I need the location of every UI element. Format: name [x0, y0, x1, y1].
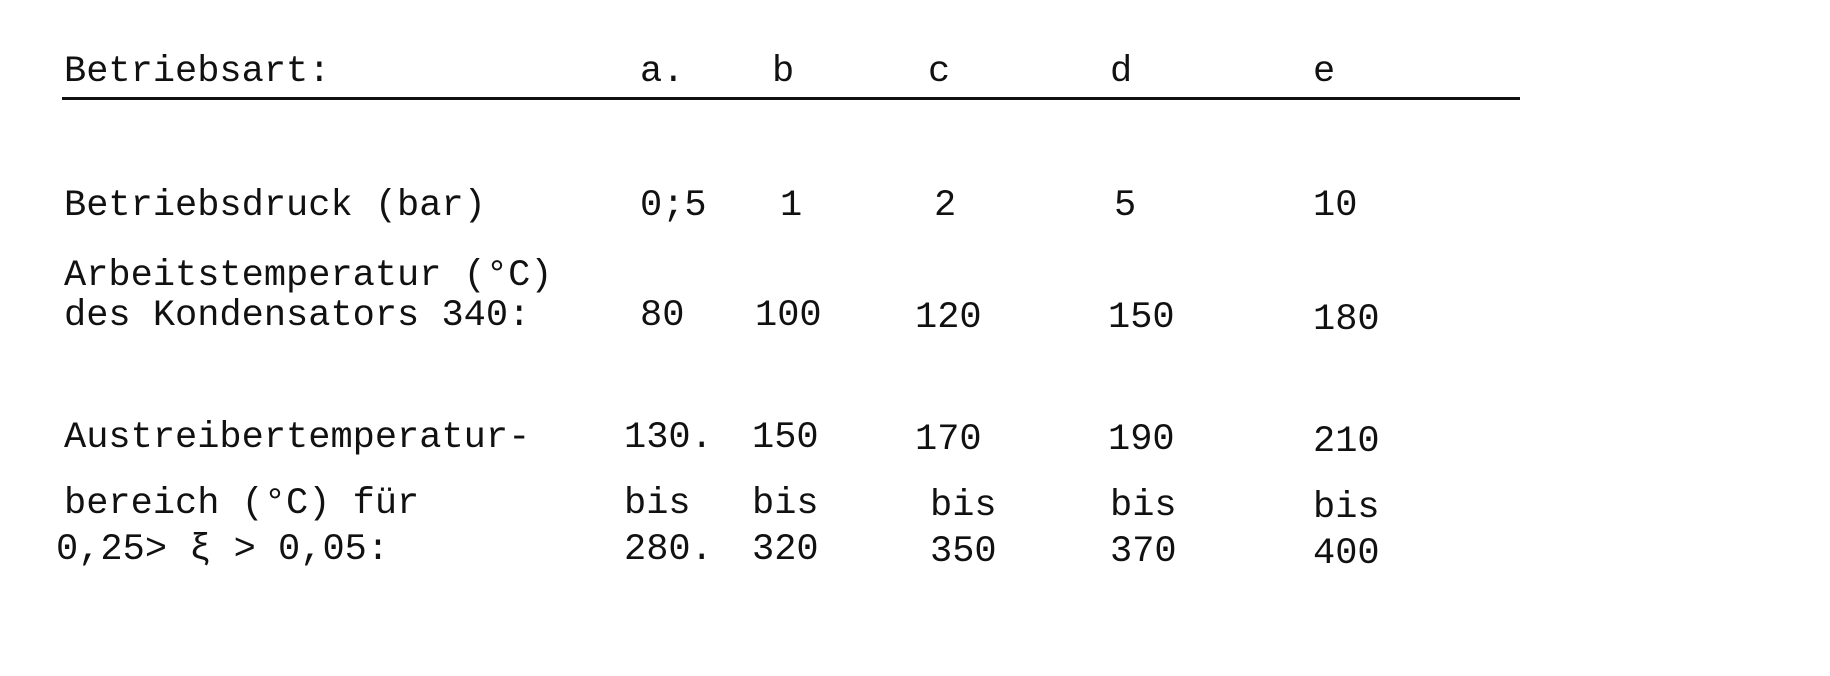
expeller-label-3: 0,25> ξ > 0,05:: [56, 530, 389, 570]
expeller-bis-d: bis: [1110, 486, 1177, 526]
expeller-from-c: 170: [915, 420, 982, 460]
expeller-bis-e: bis: [1313, 488, 1380, 528]
condenser-label-1: Arbeitstemperatur (°C): [64, 256, 552, 296]
expeller-to-c: 350: [930, 532, 997, 572]
condenser-b: 100: [755, 296, 822, 336]
pressure-b: 1: [780, 186, 802, 226]
expeller-from-d: 190: [1108, 420, 1175, 460]
pressure-a: 0;5: [640, 186, 707, 226]
expeller-bis-c: bis: [930, 486, 997, 526]
expeller-to-e: 400: [1313, 534, 1380, 574]
mode-e: e: [1313, 52, 1335, 92]
mode-b: b: [772, 52, 794, 92]
expeller-to-a: 280.: [624, 530, 713, 570]
pressure-e: 10: [1313, 186, 1357, 226]
pressure-label: Betriebsdruck (bar): [64, 186, 486, 226]
mode-c: c: [928, 52, 950, 92]
expeller-from-e: 210: [1313, 422, 1380, 462]
expeller-label-2: bereich (°C) für: [64, 484, 419, 524]
expeller-to-b: 320: [752, 530, 819, 570]
pressure-c: 2: [934, 186, 956, 226]
expeller-from-b: 150: [752, 418, 819, 458]
header-label: Betriebsart:: [64, 52, 330, 92]
header-rule: [62, 97, 1520, 100]
expeller-bis-b: bis: [752, 484, 819, 524]
expeller-to-d: 370: [1110, 532, 1177, 572]
condenser-a: 80: [640, 296, 684, 336]
condenser-d: 150: [1108, 298, 1175, 338]
expeller-label-1: Austreibertemperatur-: [64, 418, 530, 458]
mode-a: a.: [640, 52, 684, 92]
mode-d: d: [1110, 52, 1132, 92]
condenser-label-2: des Kondensators 340:: [64, 296, 530, 336]
pressure-d: 5: [1114, 186, 1136, 226]
expeller-bis-a: bis: [624, 484, 691, 524]
condenser-e: 180: [1313, 300, 1380, 340]
expeller-from-a: 130.: [624, 418, 713, 458]
condenser-c: 120: [915, 298, 982, 338]
